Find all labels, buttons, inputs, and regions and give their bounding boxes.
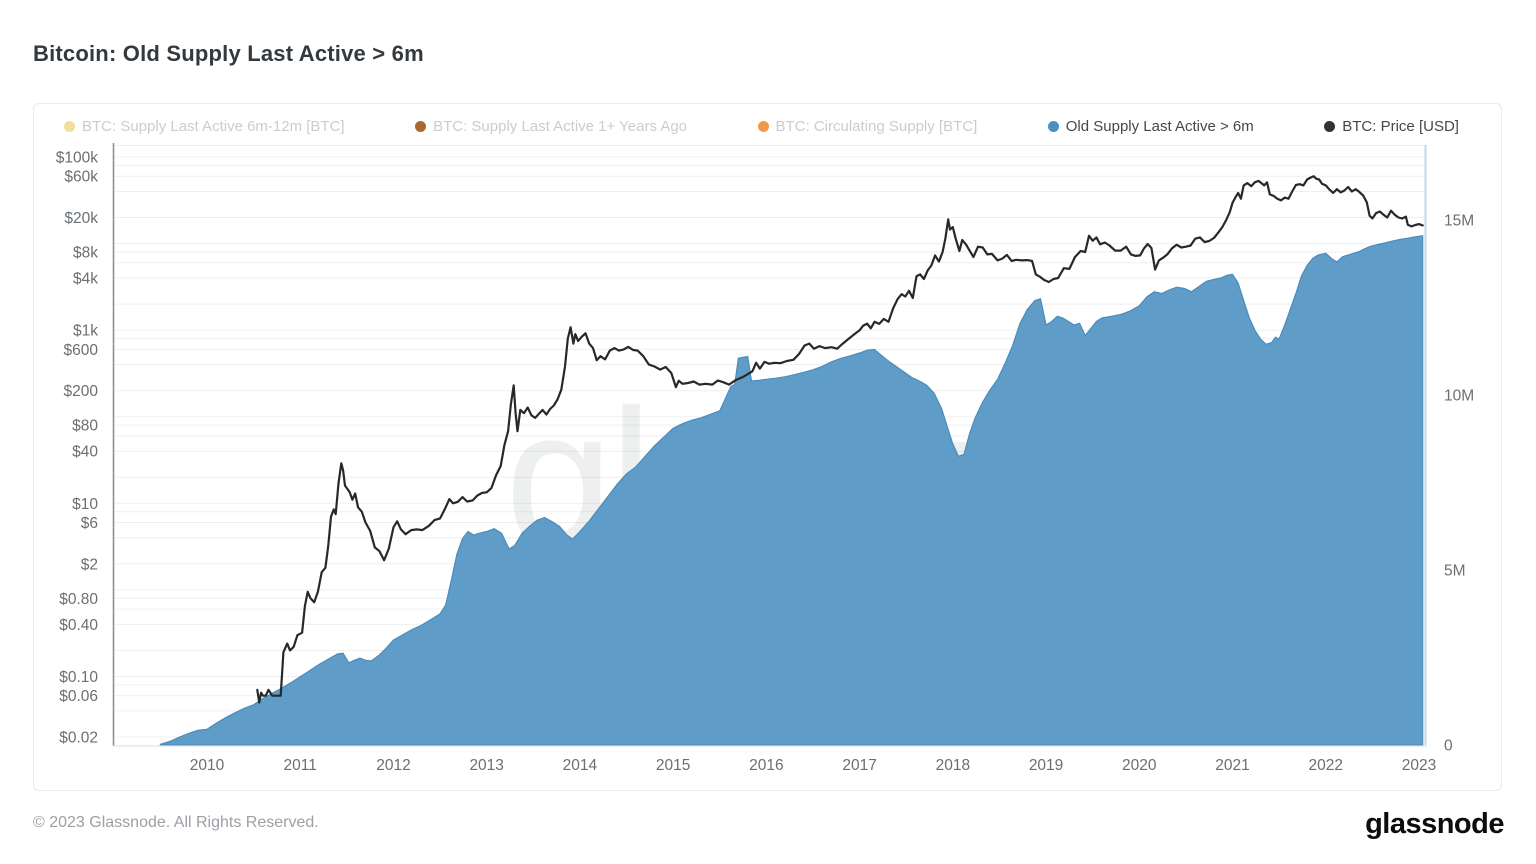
legend-label: BTC: Supply Last Active 1+ Years Ago <box>433 118 688 135</box>
axis-tick-label: $1k <box>73 323 98 340</box>
axis-tick-label: $10 <box>72 496 98 513</box>
axis-tick-label: 2014 <box>563 757 598 774</box>
axis-tick-label: $600 <box>64 342 99 359</box>
legend-dot-icon <box>757 121 769 132</box>
axis-tick-label: 2022 <box>1309 757 1343 774</box>
axis-tick-label: $8k <box>73 244 98 261</box>
axis-tick-label: $100k <box>56 150 98 167</box>
axis-tick-label: $0.06 <box>59 688 98 705</box>
axis-tick-label: 2010 <box>190 757 225 774</box>
axis-tick-label: 2017 <box>842 757 876 774</box>
supply-axis-tick-labels: 15M 10M 5M 0 <box>1444 213 1474 755</box>
chart-legend: BTC: Supply Last Active 6m-12m [BTC] BTC… <box>64 118 1459 135</box>
axis-tick-label: 2021 <box>1215 757 1249 774</box>
axis-tick-label: 2013 <box>469 757 503 774</box>
axis-tick-label: $6 <box>81 515 98 532</box>
legend-dot-icon <box>1324 121 1336 132</box>
price-line-series <box>256 175 1424 704</box>
legend-label: BTC: Circulating Supply [BTC] <box>775 118 978 135</box>
legend-label: BTC: Price [USD] <box>1342 118 1459 135</box>
axis-tick-label: $0.40 <box>59 617 98 634</box>
axis-tick-label: 2020 <box>1122 757 1157 774</box>
axis-tick-label: 2015 <box>656 757 690 774</box>
chart-canvas: glassnode $100k$60k$20k$8k$4k$1k$600$200… <box>56 143 1474 774</box>
legend-dot-icon <box>1047 121 1059 132</box>
legend-item-old-supply[interactable]: Old Supply Last Active > 6m <box>1047 118 1254 135</box>
axis-tick-label: 0 <box>1444 738 1453 755</box>
axis-tick-label: $4k <box>73 271 98 288</box>
axis-tick-label: $200 <box>64 383 99 400</box>
plot-area[interactable] <box>113 145 1426 746</box>
supply-area-series <box>159 235 1424 746</box>
price-axis-tick-labels: $100k $60k $20k $8k $4k $1k $600 $200 $80 $40 $10 $… <box>56 150 99 747</box>
axis-tick-label: 2019 <box>1029 757 1063 774</box>
axis-tick-label: $0.02 <box>59 729 98 746</box>
glassnode-logo: glassnode <box>1365 808 1504 840</box>
legend-item-btc-price[interactable]: BTC: Price [USD] <box>1324 118 1459 135</box>
year-axis-tick-labels: 2010 2011 2012 2013 2014 2015 2016 2017 2018 2019… <box>190 757 1436 774</box>
axis-tick-label: $40 <box>72 444 98 461</box>
legend-item-supply-1y[interactable]: BTC: Supply Last Active 1+ Years Ago <box>415 118 687 135</box>
axis-tick-label: 15M <box>1444 213 1474 230</box>
legend-dot-icon <box>64 121 75 132</box>
axis-tick-label: $80 <box>72 418 98 435</box>
axis-tick-label: $60k <box>64 169 98 186</box>
page-title: Bitcoin: Old Supply Last Active > 6m <box>33 41 424 66</box>
copyright-text: © 2023 Glassnode. All Rights Reserved. <box>33 814 319 831</box>
axis-tick-label: 2016 <box>749 757 783 774</box>
legend-label: Old Supply Last Active > 6m <box>1065 118 1254 135</box>
axis-tick-label: 5M <box>1444 563 1466 580</box>
legend-label: BTC: Supply Last Active 6m-12m [BTC] <box>82 118 345 135</box>
axis-tick-label: 10M <box>1444 388 1474 405</box>
axis-tick-label: 2012 <box>376 757 410 774</box>
legend-dot-icon <box>415 121 427 132</box>
legend-item-circulating-supply[interactable]: BTC: Circulating Supply [BTC] <box>757 118 978 135</box>
axis-tick-label: 2011 <box>284 757 317 774</box>
axis-tick-label: $0.80 <box>59 591 98 608</box>
axis-tick-label: $2 <box>81 556 98 573</box>
axis-tick-label: 2018 <box>936 757 970 774</box>
axis-tick-label: $0.10 <box>59 669 98 686</box>
legend-item-supply-6m-12m[interactable]: BTC: Supply Last Active 6m-12m [BTC] <box>64 118 345 135</box>
axis-tick-label: $20k <box>64 210 98 227</box>
axis-tick-label: 2023 <box>1402 757 1436 774</box>
